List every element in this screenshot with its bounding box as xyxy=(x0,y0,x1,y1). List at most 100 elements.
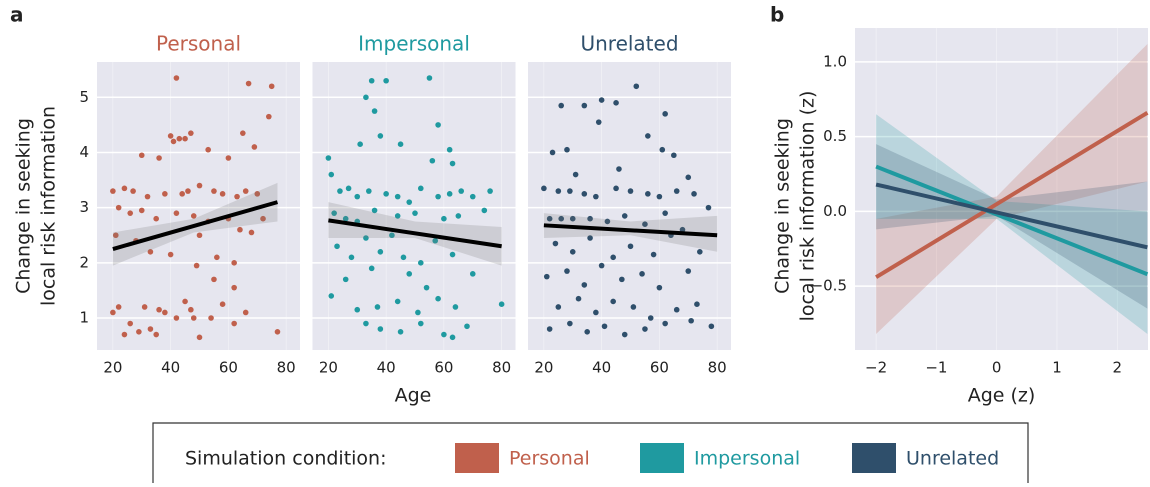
point xyxy=(127,320,134,327)
point xyxy=(417,260,424,266)
point xyxy=(595,119,602,125)
point xyxy=(374,304,381,310)
x-tick-label: 1 xyxy=(1052,359,1062,377)
point xyxy=(587,235,593,241)
point xyxy=(662,210,668,216)
y-axis-label: Change in seeking xyxy=(13,118,35,294)
point xyxy=(613,100,619,106)
point xyxy=(274,328,281,335)
legend-swatch xyxy=(455,443,499,473)
point xyxy=(647,315,654,321)
x-tick-label: 60 xyxy=(434,359,453,377)
point xyxy=(182,298,188,305)
point xyxy=(656,284,663,291)
point xyxy=(575,295,582,302)
point xyxy=(555,188,562,194)
point xyxy=(662,111,668,117)
point xyxy=(110,188,116,194)
point xyxy=(219,191,226,197)
point xyxy=(219,301,226,308)
confidence-band xyxy=(876,144,1148,309)
point xyxy=(234,193,240,200)
point xyxy=(182,135,188,142)
point xyxy=(708,323,715,330)
point xyxy=(115,304,122,310)
x-tick-label: 60 xyxy=(650,359,669,377)
point xyxy=(371,108,378,114)
panel-label: b xyxy=(770,3,784,27)
point xyxy=(211,276,217,283)
point xyxy=(642,326,648,332)
point xyxy=(196,182,203,189)
point xyxy=(694,301,700,308)
y-axis-label: local risk information (z) xyxy=(797,91,819,322)
point xyxy=(621,213,628,219)
point xyxy=(363,235,369,241)
point xyxy=(587,215,593,222)
point xyxy=(429,157,436,164)
point xyxy=(176,135,183,142)
point xyxy=(567,188,573,194)
point xyxy=(650,251,657,258)
point xyxy=(642,221,648,228)
point xyxy=(368,265,375,272)
point xyxy=(604,218,611,225)
point xyxy=(426,75,433,81)
point xyxy=(598,97,605,103)
point xyxy=(377,248,384,255)
point xyxy=(188,130,194,136)
facet-title: Unrelated xyxy=(580,32,678,56)
point xyxy=(328,293,335,299)
point xyxy=(141,304,148,310)
point xyxy=(130,188,136,194)
point xyxy=(368,77,375,84)
point xyxy=(394,213,401,219)
point xyxy=(162,309,168,316)
point xyxy=(205,146,211,153)
point xyxy=(449,160,456,167)
point xyxy=(162,191,168,197)
x-tick-label: 60 xyxy=(219,359,238,377)
point xyxy=(225,155,232,161)
point xyxy=(193,262,200,269)
point xyxy=(685,174,692,181)
point xyxy=(121,185,128,192)
x-tick-label: 40 xyxy=(161,359,180,377)
point xyxy=(564,146,570,153)
point xyxy=(170,138,177,145)
legend-box xyxy=(152,422,1029,483)
point xyxy=(469,193,476,200)
y-tick-label: 3 xyxy=(79,198,89,216)
point xyxy=(144,193,151,200)
point xyxy=(260,215,266,222)
point xyxy=(558,215,565,222)
point xyxy=(569,248,576,255)
point xyxy=(610,254,616,261)
point xyxy=(659,146,666,153)
x-tick-label: 80 xyxy=(277,359,296,377)
point xyxy=(481,207,488,214)
point xyxy=(581,191,588,197)
point xyxy=(446,146,453,153)
point xyxy=(179,191,185,197)
x-tick-label: 40 xyxy=(592,359,611,377)
series-line xyxy=(875,182,1148,250)
point xyxy=(458,188,465,194)
point xyxy=(464,323,470,330)
point xyxy=(173,210,180,216)
point xyxy=(558,102,565,109)
point xyxy=(153,215,159,222)
point xyxy=(435,122,441,128)
point xyxy=(245,80,252,87)
point xyxy=(231,284,237,291)
y-tick-label: 4 xyxy=(79,143,89,161)
point xyxy=(377,133,384,139)
point xyxy=(251,144,258,150)
point xyxy=(610,298,616,305)
point xyxy=(546,326,553,332)
point xyxy=(593,309,599,316)
point xyxy=(397,141,404,148)
point xyxy=(242,188,249,194)
point xyxy=(455,213,462,219)
point xyxy=(584,328,590,335)
